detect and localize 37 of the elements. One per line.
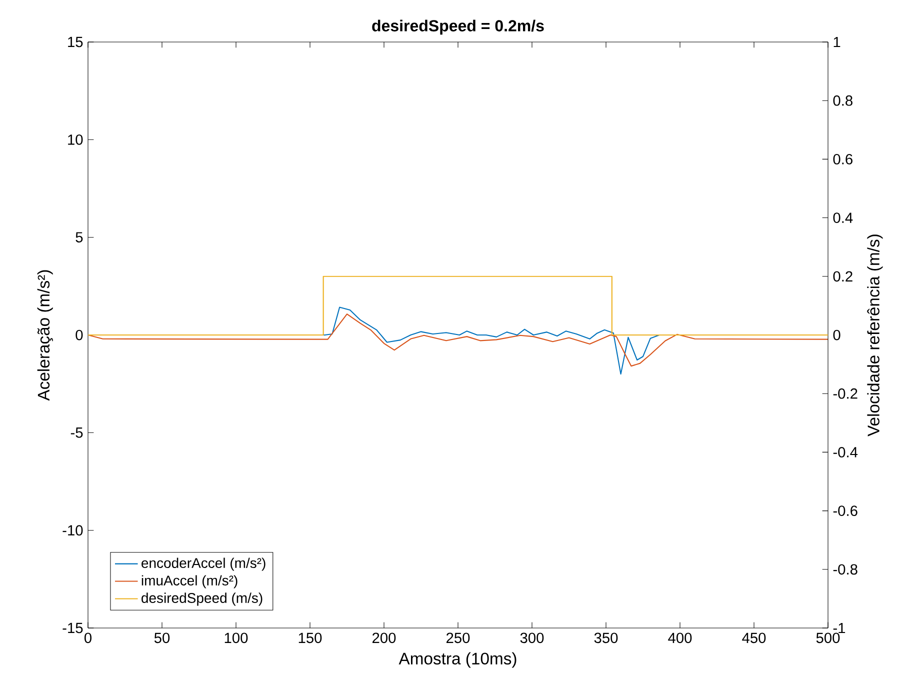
x-axis-title: Amostra (10ms) — [398, 652, 516, 668]
y-tick-label: 15 — [68, 36, 83, 48]
y2-tick-label: 0.2 — [833, 271, 852, 282]
y2-tick-label: 1 — [834, 36, 840, 48]
y2-tick-label: -0.6 — [833, 506, 858, 516]
x-tick-label: 150 — [298, 632, 322, 644]
y2-axis-title: Velocidade referência (m/s) — [867, 234, 883, 436]
line-series — [88, 314, 828, 367]
x-tick-label: 50 — [154, 632, 170, 644]
legend-label: desiredSpeed (m/s) — [142, 592, 262, 606]
y2-tick-label: -1 — [833, 622, 846, 634]
x-tick-label: 500 — [816, 632, 840, 644]
y-tick-label: -5 — [70, 428, 83, 438]
x-tick-label: 0 — [84, 632, 92, 644]
y-tick-label: 0 — [76, 330, 83, 340]
x-tick-label: 250 — [446, 632, 470, 644]
y2-tick-label: -0.2 — [833, 388, 858, 399]
y-axis-title: Aceleração (m/s²) — [37, 270, 53, 401]
y-tick-label: -10 — [62, 525, 83, 536]
y2-tick-label: -0.8 — [833, 564, 858, 575]
y2-tick-label: -0.4 — [833, 447, 858, 458]
legend-label: imuAccel (m/s²) — [142, 575, 238, 588]
x-tick-label: 450 — [742, 632, 766, 644]
chart-title: desiredSpeed = 0.2m/s — [372, 20, 544, 35]
y-tick-label: 5 — [76, 232, 83, 242]
x-tick-label: 200 — [372, 632, 396, 644]
legend-label: encoderAccel (m/s²) — [142, 558, 266, 571]
x-tick-label: 350 — [594, 632, 618, 644]
y2-tick-label: 0.6 — [833, 154, 852, 164]
x-tick-label: 100 — [224, 632, 248, 644]
y2-tick-label: 0.4 — [833, 212, 853, 223]
y-tick-label: 10 — [68, 134, 83, 145]
y2-tick-label: 0.8 — [833, 95, 852, 106]
x-tick-label: 300 — [520, 632, 544, 644]
x-tick-label: 400 — [668, 632, 692, 644]
y-tick-label: -15 — [62, 622, 83, 634]
y2-tick-label: 0 — [833, 330, 840, 340]
